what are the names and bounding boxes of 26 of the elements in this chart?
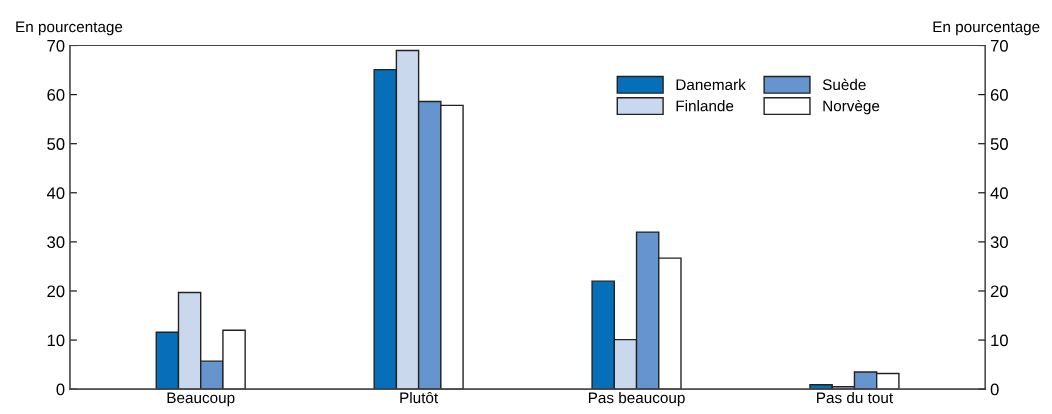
y2-tick-label: 0 [990,383,999,396]
y-tick-label: 70 [47,39,65,52]
y-axis-title: En pourcentage [16,21,123,36]
legend-label: Danemark [676,78,746,91]
legend-label: Finlande [676,100,734,112]
y2-tick-label: 20 [990,285,1008,298]
legend-label: Norvège [823,99,880,115]
y-tick-label: 40 [46,187,65,200]
y2-tick-label: 10 [991,334,1008,347]
legend-label: Suède [822,78,866,91]
y-tick-label: 20 [47,285,65,298]
y-tick-label: 10 [47,334,65,347]
x-tick-label: Pas beaucoup [588,391,685,407]
y-tick-label: 30 [47,236,65,249]
y-tick-label: 50 [47,138,65,150]
x-tick-label: Pas du tout [817,391,893,404]
y-tick-label: 0 [56,383,65,396]
y2-tick-label: 70 [990,39,1008,52]
y-tick-label: 60 [47,89,65,101]
y2-tick-label: 60 [990,89,1008,101]
y2-tick-label: 40 [990,187,1008,200]
y2-tick-label: 50 [990,138,1008,150]
x-tick-label: Plutôt [400,391,439,404]
y2-tick-label: 30 [990,236,1008,249]
x-tick-label: Beaucoup [167,392,235,407]
y2-axis-title: En pourcentage [933,21,1040,36]
